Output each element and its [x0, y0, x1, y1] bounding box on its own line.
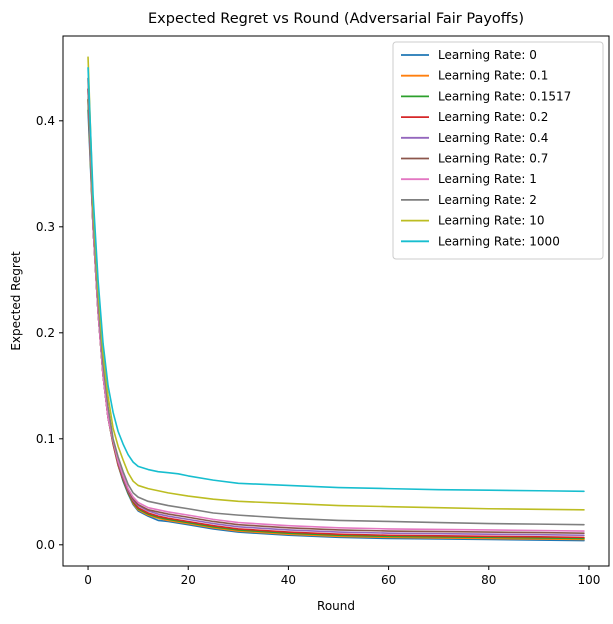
series-line-9 — [87, 67, 585, 493]
plot-area — [62, 35, 610, 567]
y-tick-label-4: 0.4 — [36, 114, 55, 128]
x-tick-label-2: 40 — [281, 573, 296, 587]
legend-label-2: Learning Rate: 0.1517 — [438, 89, 571, 103]
legend-label-7: Learning Rate: 2 — [438, 193, 537, 207]
x-tick-label-0: 0 — [84, 573, 92, 587]
x-tick-label-1: 20 — [181, 573, 196, 587]
series-line-6 — [87, 77, 585, 532]
y-axis: 0.0 0.1 0.2 0.3 0.4 — [36, 114, 63, 552]
x-tick-label-4: 80 — [481, 573, 496, 587]
legend-label-1: Learning Rate: 0.1 — [438, 69, 548, 83]
x-axis-label: Round — [317, 599, 355, 613]
chart-title: Expected Regret vs Round (Adversarial Fa… — [148, 11, 524, 27]
x-axis: 0 20 40 60 80 100 — [84, 566, 600, 587]
series-line-7 — [87, 77, 585, 526]
legend-box — [392, 41, 604, 260]
legend-label-4: Learning Rate: 0.4 — [438, 131, 548, 145]
legend: Learning Rate: 0 Learning Rate: 0.1 Learni… — [392, 41, 604, 260]
legend-label-6: Learning Rate: 1 — [438, 172, 537, 186]
series-group — [87, 56, 585, 542]
series-line-8 — [87, 56, 585, 511]
x-tick-label-3: 60 — [381, 573, 396, 587]
x-tick-label-5: 100 — [578, 573, 601, 587]
y-tick-label-3: 0.3 — [36, 220, 55, 234]
legend-label-8: Learning Rate: 10 — [438, 214, 545, 228]
legend-label-0: Learning Rate: 0 — [438, 48, 537, 62]
y-tick-label-0: 0.0 — [36, 538, 55, 552]
legend-label-9: Learning Rate: 1000 — [438, 234, 560, 248]
axes-frame — [62, 35, 610, 567]
legend-label-3: Learning Rate: 0.2 — [438, 110, 548, 124]
legend-label-5: Learning Rate: 0.7 — [438, 152, 548, 166]
y-tick-label-2: 0.2 — [36, 326, 55, 340]
y-axis-label: Expected Regret — [9, 251, 23, 351]
y-tick-label-1: 0.1 — [36, 432, 55, 446]
